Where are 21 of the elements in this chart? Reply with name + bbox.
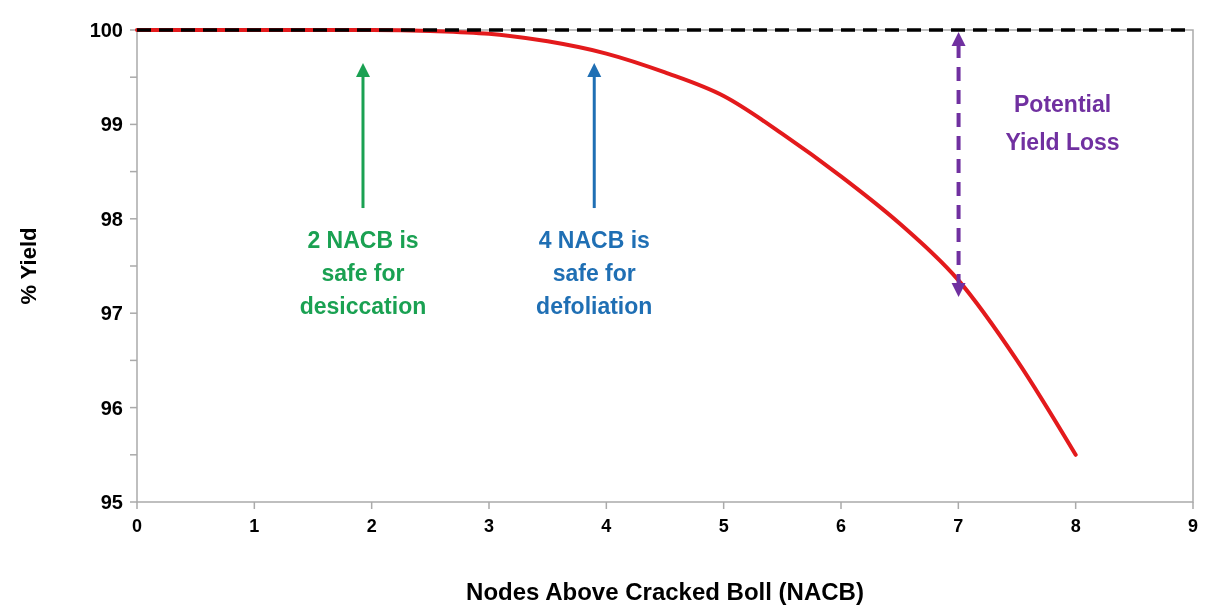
annotation: 2 NACB is safe for desiccation xyxy=(299,227,427,320)
y-tick-label: 98 xyxy=(100,207,123,230)
x-tick-label: 0 xyxy=(131,516,143,536)
x-tick-label: 1 xyxy=(249,516,260,536)
x-axis-title: Nodes Above Cracked Boll (NACB) xyxy=(466,578,864,605)
x-tick-label: 2 xyxy=(366,516,377,536)
y-tick-label: 96 xyxy=(100,396,123,419)
x-tick-label: 6 xyxy=(835,516,847,536)
y-tick-label: 97 xyxy=(100,302,123,325)
x-tick-label: 9 xyxy=(1187,516,1199,536)
annotation: 4 NACB is safe for defoliation xyxy=(536,227,653,320)
x-tick-label: 5 xyxy=(718,516,729,536)
x-tick-label: 3 xyxy=(483,516,495,536)
y-tick-label: 95 xyxy=(100,491,123,513)
x-tick-label: 4 xyxy=(601,516,612,536)
x-tick-label: 8 xyxy=(1070,516,1081,536)
y-axis-title: % Yield xyxy=(16,227,41,305)
annotation: Potential Yield Loss xyxy=(1005,91,1120,155)
x-tick-label: 7 xyxy=(953,516,964,536)
y-tick-label: 99 xyxy=(100,113,123,136)
y-tick-label: 100 xyxy=(89,19,123,41)
